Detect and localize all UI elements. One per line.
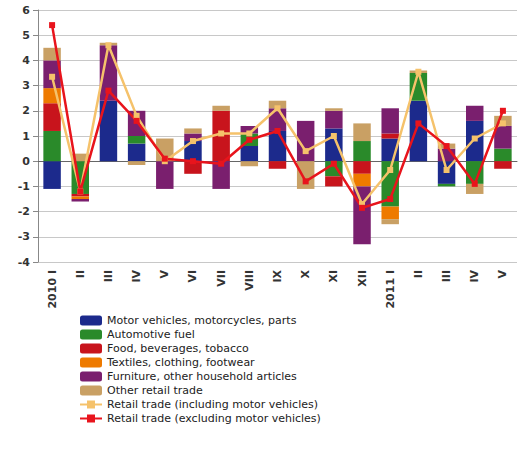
svg-text:V: V — [158, 270, 171, 279]
svg-text:III: III — [102, 270, 115, 282]
svg-text:Other retail trade: Other retail trade — [107, 384, 203, 397]
svg-text:Furniture, other household art: Furniture, other household articles — [107, 370, 297, 383]
svg-text:VIII: VIII — [243, 270, 256, 291]
svg-text:IX: IX — [271, 269, 284, 282]
svg-text:1: 1 — [22, 130, 30, 143]
svg-text:IV: IV — [130, 270, 143, 283]
svg-text:-1: -1 — [18, 180, 30, 193]
svg-text:5: 5 — [22, 29, 30, 42]
svg-text:4: 4 — [22, 54, 30, 67]
svg-text:II: II — [412, 270, 425, 278]
svg-text:6: 6 — [22, 4, 30, 17]
svg-text:VII: VII — [215, 270, 228, 287]
svg-text:-4: -4 — [18, 256, 31, 269]
svg-text:V: V — [496, 270, 509, 279]
svg-text:Retail trade (excluding motor: Retail trade (excluding motor vehicles) — [107, 412, 321, 425]
svg-text:-2: -2 — [18, 205, 30, 218]
svg-text:XII: XII — [356, 270, 369, 287]
svg-text:II: II — [74, 270, 87, 278]
svg-text:X: X — [299, 269, 312, 278]
svg-text:-3: -3 — [18, 230, 30, 243]
svg-text:2010 I: 2010 I — [46, 270, 59, 309]
svg-text:3: 3 — [22, 79, 30, 92]
svg-text:VI: VI — [186, 270, 199, 283]
svg-text:2011 I: 2011 I — [384, 270, 397, 309]
svg-text:III: III — [440, 270, 453, 282]
svg-text:0: 0 — [22, 155, 30, 168]
svg-text:Automotive fuel: Automotive fuel — [107, 328, 195, 341]
svg-text:Retail trade (including motor: Retail trade (including motor vehicles) — [107, 398, 318, 411]
svg-text:Food, beverages, tobacco: Food, beverages, tobacco — [107, 342, 249, 355]
svg-text:2: 2 — [22, 104, 30, 117]
svg-text:XI: XI — [327, 270, 340, 283]
svg-text:Motor vehicles, motorcycles, p: Motor vehicles, motorcycles, parts — [107, 314, 297, 327]
svg-text:IV: IV — [468, 270, 481, 283]
svg-text:Textiles, clothing, footwear: Textiles, clothing, footwear — [106, 356, 255, 369]
